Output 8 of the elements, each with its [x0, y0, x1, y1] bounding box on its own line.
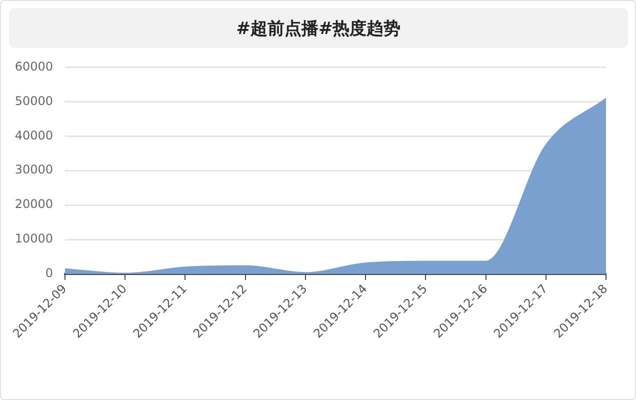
y-tick-label: 0	[45, 266, 53, 280]
y-tick-label: 10000	[14, 232, 53, 246]
y-tick-label: 20000	[14, 197, 53, 212]
y-tick-label: 30000	[14, 162, 53, 177]
y-tick-label: 50000	[14, 94, 53, 108]
y-tick-label: 40000	[14, 128, 53, 142]
chart-title: #超前点播#热度趋势	[9, 8, 628, 48]
y-tick-label: 60000	[14, 59, 53, 74]
